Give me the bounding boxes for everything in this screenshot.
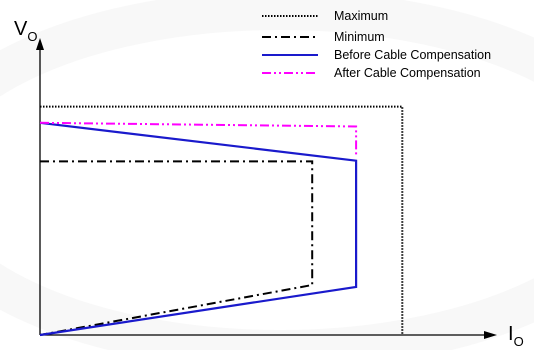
legend-label-minimum: Minimum <box>334 30 385 44</box>
y-axis-label: VO <box>14 18 37 44</box>
x-axis-subscript: O <box>514 334 524 349</box>
x-axis-arrow-icon <box>484 331 497 339</box>
x-axis-symbol: I <box>508 323 514 345</box>
y-axis-symbol: V <box>14 18 28 40</box>
series-layer <box>39 105 404 337</box>
legend-label-after: After Cable Compensation <box>334 66 481 80</box>
legend-item-maximum: Maximum <box>262 9 388 23</box>
legend-item-minimum: Minimum <box>262 30 385 44</box>
series-before-line <box>39 121 358 337</box>
legend-item-before: Before Cable Compensation <box>262 48 491 62</box>
y-axis-subscript: O <box>27 29 37 44</box>
legend-label-maximum: Maximum <box>334 9 388 23</box>
legend-label-before: Before Cable Compensation <box>334 48 491 62</box>
series-minimum-line <box>39 160 314 336</box>
axes <box>36 38 497 339</box>
series-maximum-line <box>40 105 404 335</box>
y-axis-arrow-icon <box>36 38 44 50</box>
legend: Maximum Minimum Before Cable Compensatio… <box>262 9 491 80</box>
legend-item-after: After Cable Compensation <box>262 66 481 80</box>
x-axis-label: IO <box>508 323 524 349</box>
series-after-line <box>39 121 358 156</box>
